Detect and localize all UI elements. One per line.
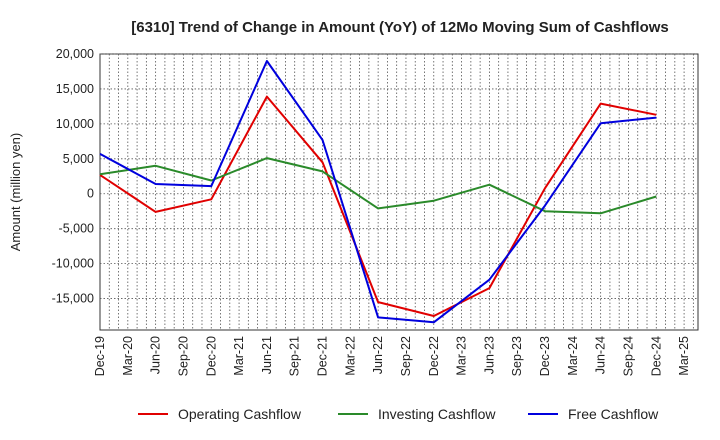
y-tick-label: -10,000 [52, 257, 94, 271]
x-tick-label: Dec-21 [316, 336, 330, 376]
x-tick-label: Mar-21 [232, 336, 246, 376]
x-tick-label: Jun-22 [371, 336, 385, 374]
y-tick-label: -5,000 [59, 222, 94, 236]
x-tick-label: Sep-22 [399, 336, 413, 376]
y-tick-label: -15,000 [52, 292, 94, 306]
x-tick-label: Jun-23 [482, 336, 496, 374]
x-tick-label: Mar-24 [566, 336, 580, 376]
x-axis: Dec-19 Mar-20 Jun-20 Sep-20 Dec-20 Mar-21 Jun-… [93, 336, 691, 376]
y-tick-label: 10,000 [56, 117, 94, 131]
series-line-operating-cashflow [99, 95, 657, 317]
x-tick-label: Jun-24 [594, 336, 608, 374]
series-line-investing-cashflow [99, 157, 657, 215]
x-tick-label: Mar-22 [343, 336, 357, 376]
x-tick-label: Mar-23 [455, 336, 469, 376]
x-tick-label: Jun-20 [149, 336, 163, 374]
x-tick-label: Dec-22 [427, 336, 441, 376]
x-tick-label: Mar-20 [121, 336, 135, 376]
x-tick-label: Dec-23 [538, 336, 552, 376]
x-tick-label: Sep-23 [510, 336, 524, 376]
legend-label: Investing Cashflow [378, 406, 496, 422]
legend: Operating Cashflow Investing Cashflow Free… [138, 406, 659, 422]
series-line-free-cashflow [99, 60, 657, 324]
y-axis-label: Amount (million yen) [8, 133, 23, 252]
series-lines [99, 60, 657, 324]
x-tick-label: Sep-24 [621, 336, 635, 376]
x-tick-label: Dec-19 [93, 336, 107, 376]
y-tick-label: 20,000 [56, 47, 94, 61]
y-tick-label: 15,000 [56, 82, 94, 96]
legend-label: Free Cashflow [568, 406, 659, 422]
x-tick-label: Jun-21 [260, 336, 274, 374]
legend-label: Operating Cashflow [178, 406, 302, 422]
plot-area [99, 53, 699, 331]
x-tick-label: Dec-24 [649, 336, 663, 376]
y-axis: 20,000 15,000 10,000 5,000 0 -5,000 -10,000 -15… [52, 47, 94, 306]
chart-title: [6310] Trend of Change in Amount (YoY) o… [131, 19, 669, 36]
x-tick-label: Dec-20 [204, 336, 218, 376]
x-tick-label: Mar-25 [677, 336, 691, 376]
x-tick-label: Sep-20 [176, 336, 190, 376]
y-tick-label: 5,000 [63, 152, 94, 166]
x-tick-label: Sep-21 [288, 336, 302, 376]
y-tick-label: 0 [87, 187, 94, 201]
